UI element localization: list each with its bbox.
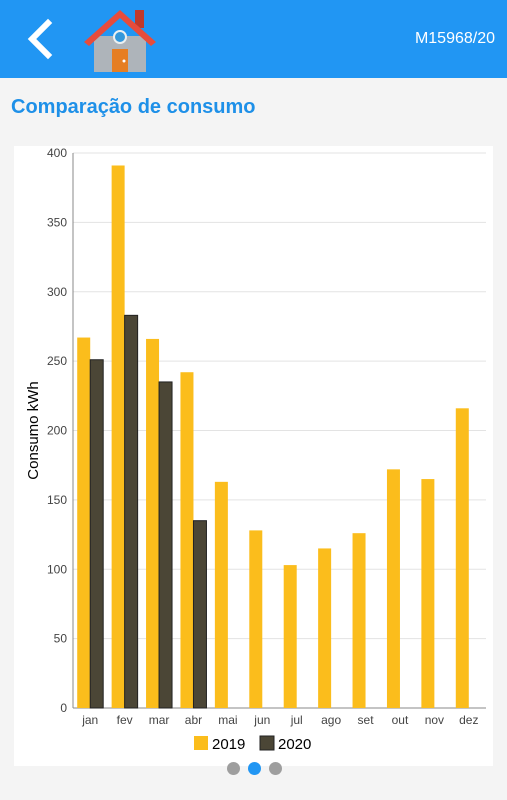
legend-swatch — [259, 735, 275, 751]
bar-2019-ago — [318, 548, 332, 708]
bar-2020-abr — [192, 520, 207, 709]
x-tick-label: dez — [459, 713, 478, 727]
x-tick-label: fev — [117, 713, 133, 727]
house-icon — [84, 10, 156, 72]
chart-card: 0 50 100 150 200 250 300 350 400 Consumo kWh jan fe… — [14, 146, 493, 766]
legend-swatch — [194, 736, 208, 750]
y-axis-title: Consumo kWh — [25, 381, 42, 479]
x-tick-label: jan — [81, 713, 98, 727]
bar-2019-jan — [77, 337, 91, 708]
bar-2019-nov — [421, 479, 435, 708]
x-tick-label: set — [358, 713, 375, 727]
x-tick-label: jul — [290, 713, 303, 727]
back-button[interactable] — [22, 18, 62, 60]
bar-2020-fev — [124, 314, 139, 709]
y-tick-label: 150 — [47, 493, 67, 507]
y-tick-label: 200 — [47, 424, 67, 438]
y-tick-label: 400 — [47, 146, 67, 160]
bar-2019-abr — [180, 372, 194, 708]
bar-2019-set — [352, 533, 366, 708]
page-dot[interactable] — [248, 762, 261, 775]
bar-2019-dez — [455, 408, 469, 708]
y-tick-label: 300 — [47, 285, 67, 299]
legend-label: 2019 — [212, 736, 245, 753]
page-title: Comparação de consumo — [11, 96, 256, 118]
x-tick-label: jun — [253, 713, 270, 727]
y-tick-label: 250 — [47, 354, 67, 368]
bar-2019-mar — [146, 338, 160, 708]
bar-2019-out — [386, 469, 400, 708]
y-tick-label: 100 — [47, 562, 67, 576]
page-indicator — [0, 762, 507, 776]
consumption-bar-chart: 0 50 100 150 200 250 300 350 400 Consumo kWh jan fe… — [25, 146, 486, 753]
bar-2020-mar — [158, 381, 173, 709]
meter-id: M15968/20 — [414, 30, 495, 47]
x-tick-label: mai — [218, 713, 237, 727]
legend-label: 2020 — [278, 736, 311, 753]
x-tick-label: ago — [321, 713, 341, 727]
bar-2020-jan — [89, 359, 104, 709]
x-tick-label: out — [392, 713, 409, 727]
y-tick-label: 50 — [54, 632, 68, 646]
x-tick-label: mar — [149, 713, 170, 727]
bar-2019-jun — [249, 530, 263, 708]
app-bar: M15968/20 — [0, 0, 507, 78]
x-tick-label: nov — [425, 713, 444, 727]
chevron-left-icon — [27, 18, 53, 60]
bar-2019-jul — [283, 565, 297, 708]
page-dot[interactable] — [269, 762, 282, 775]
y-tick-label: 0 — [60, 701, 67, 715]
page-dot[interactable] — [227, 762, 240, 775]
x-tick-label: abr — [185, 713, 202, 727]
bar-2019-fev — [111, 165, 125, 709]
y-tick-label: 350 — [47, 215, 67, 229]
bar-2019-mai — [214, 481, 228, 708]
